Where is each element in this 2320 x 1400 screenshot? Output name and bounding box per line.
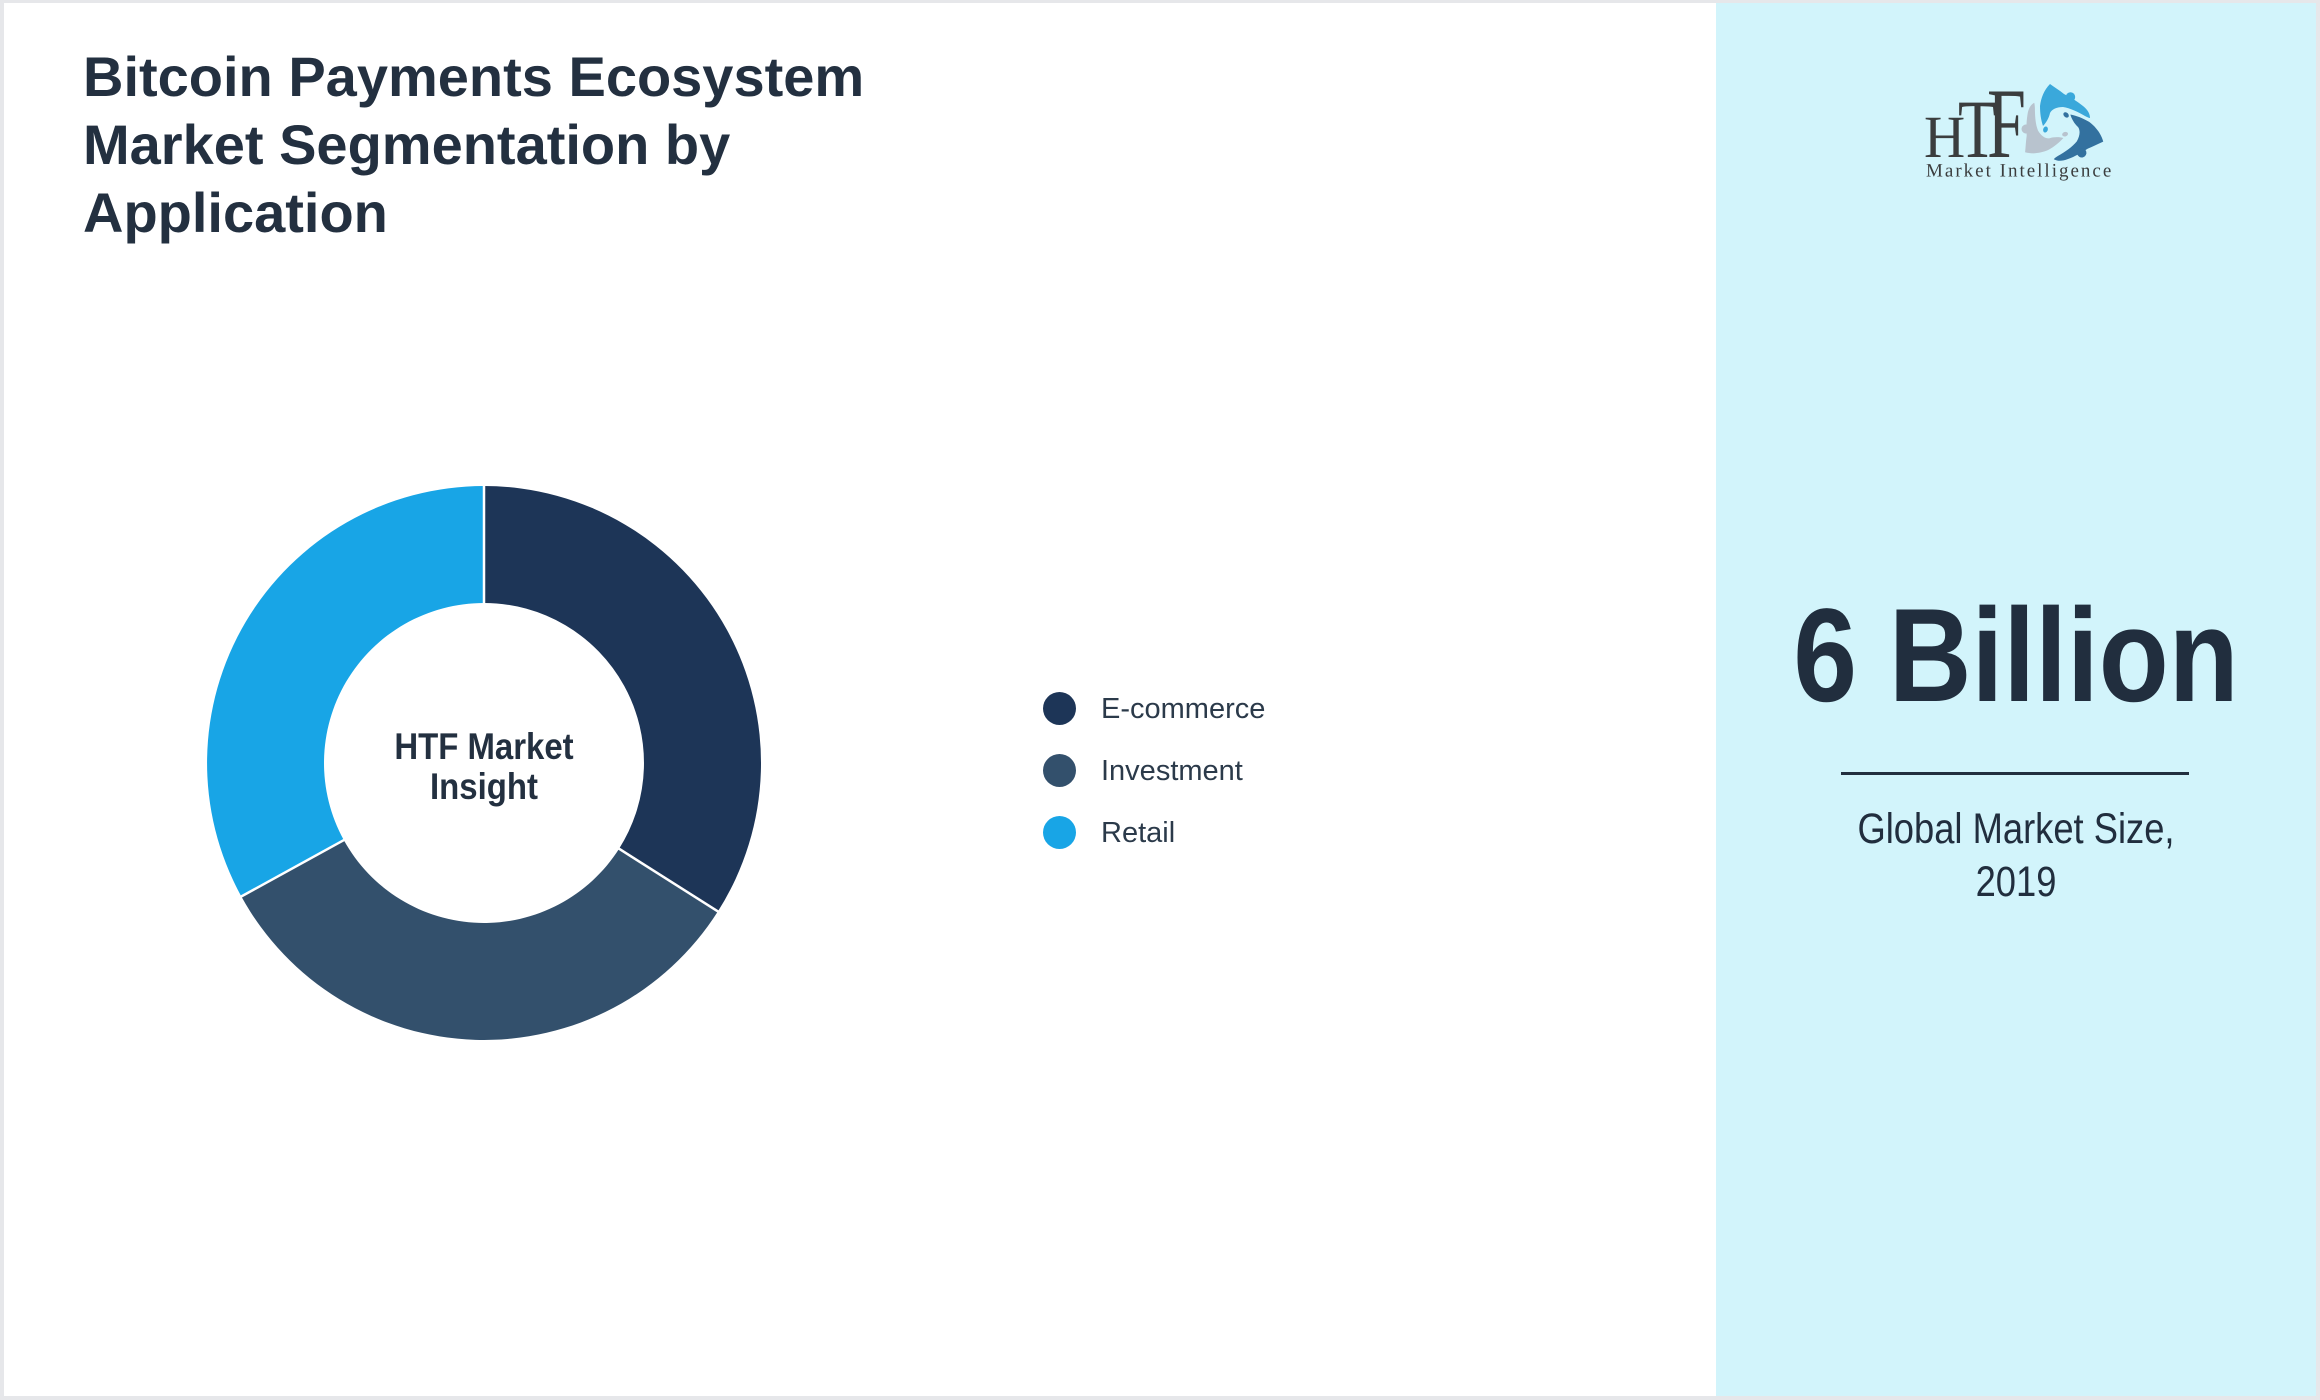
svg-text:T: T — [1958, 83, 1997, 175]
svg-text:H: H — [1924, 104, 1965, 170]
svg-text:F: F — [1987, 68, 2026, 179]
svg-text:Market Intelligence: Market Intelligence — [1926, 161, 2113, 182]
